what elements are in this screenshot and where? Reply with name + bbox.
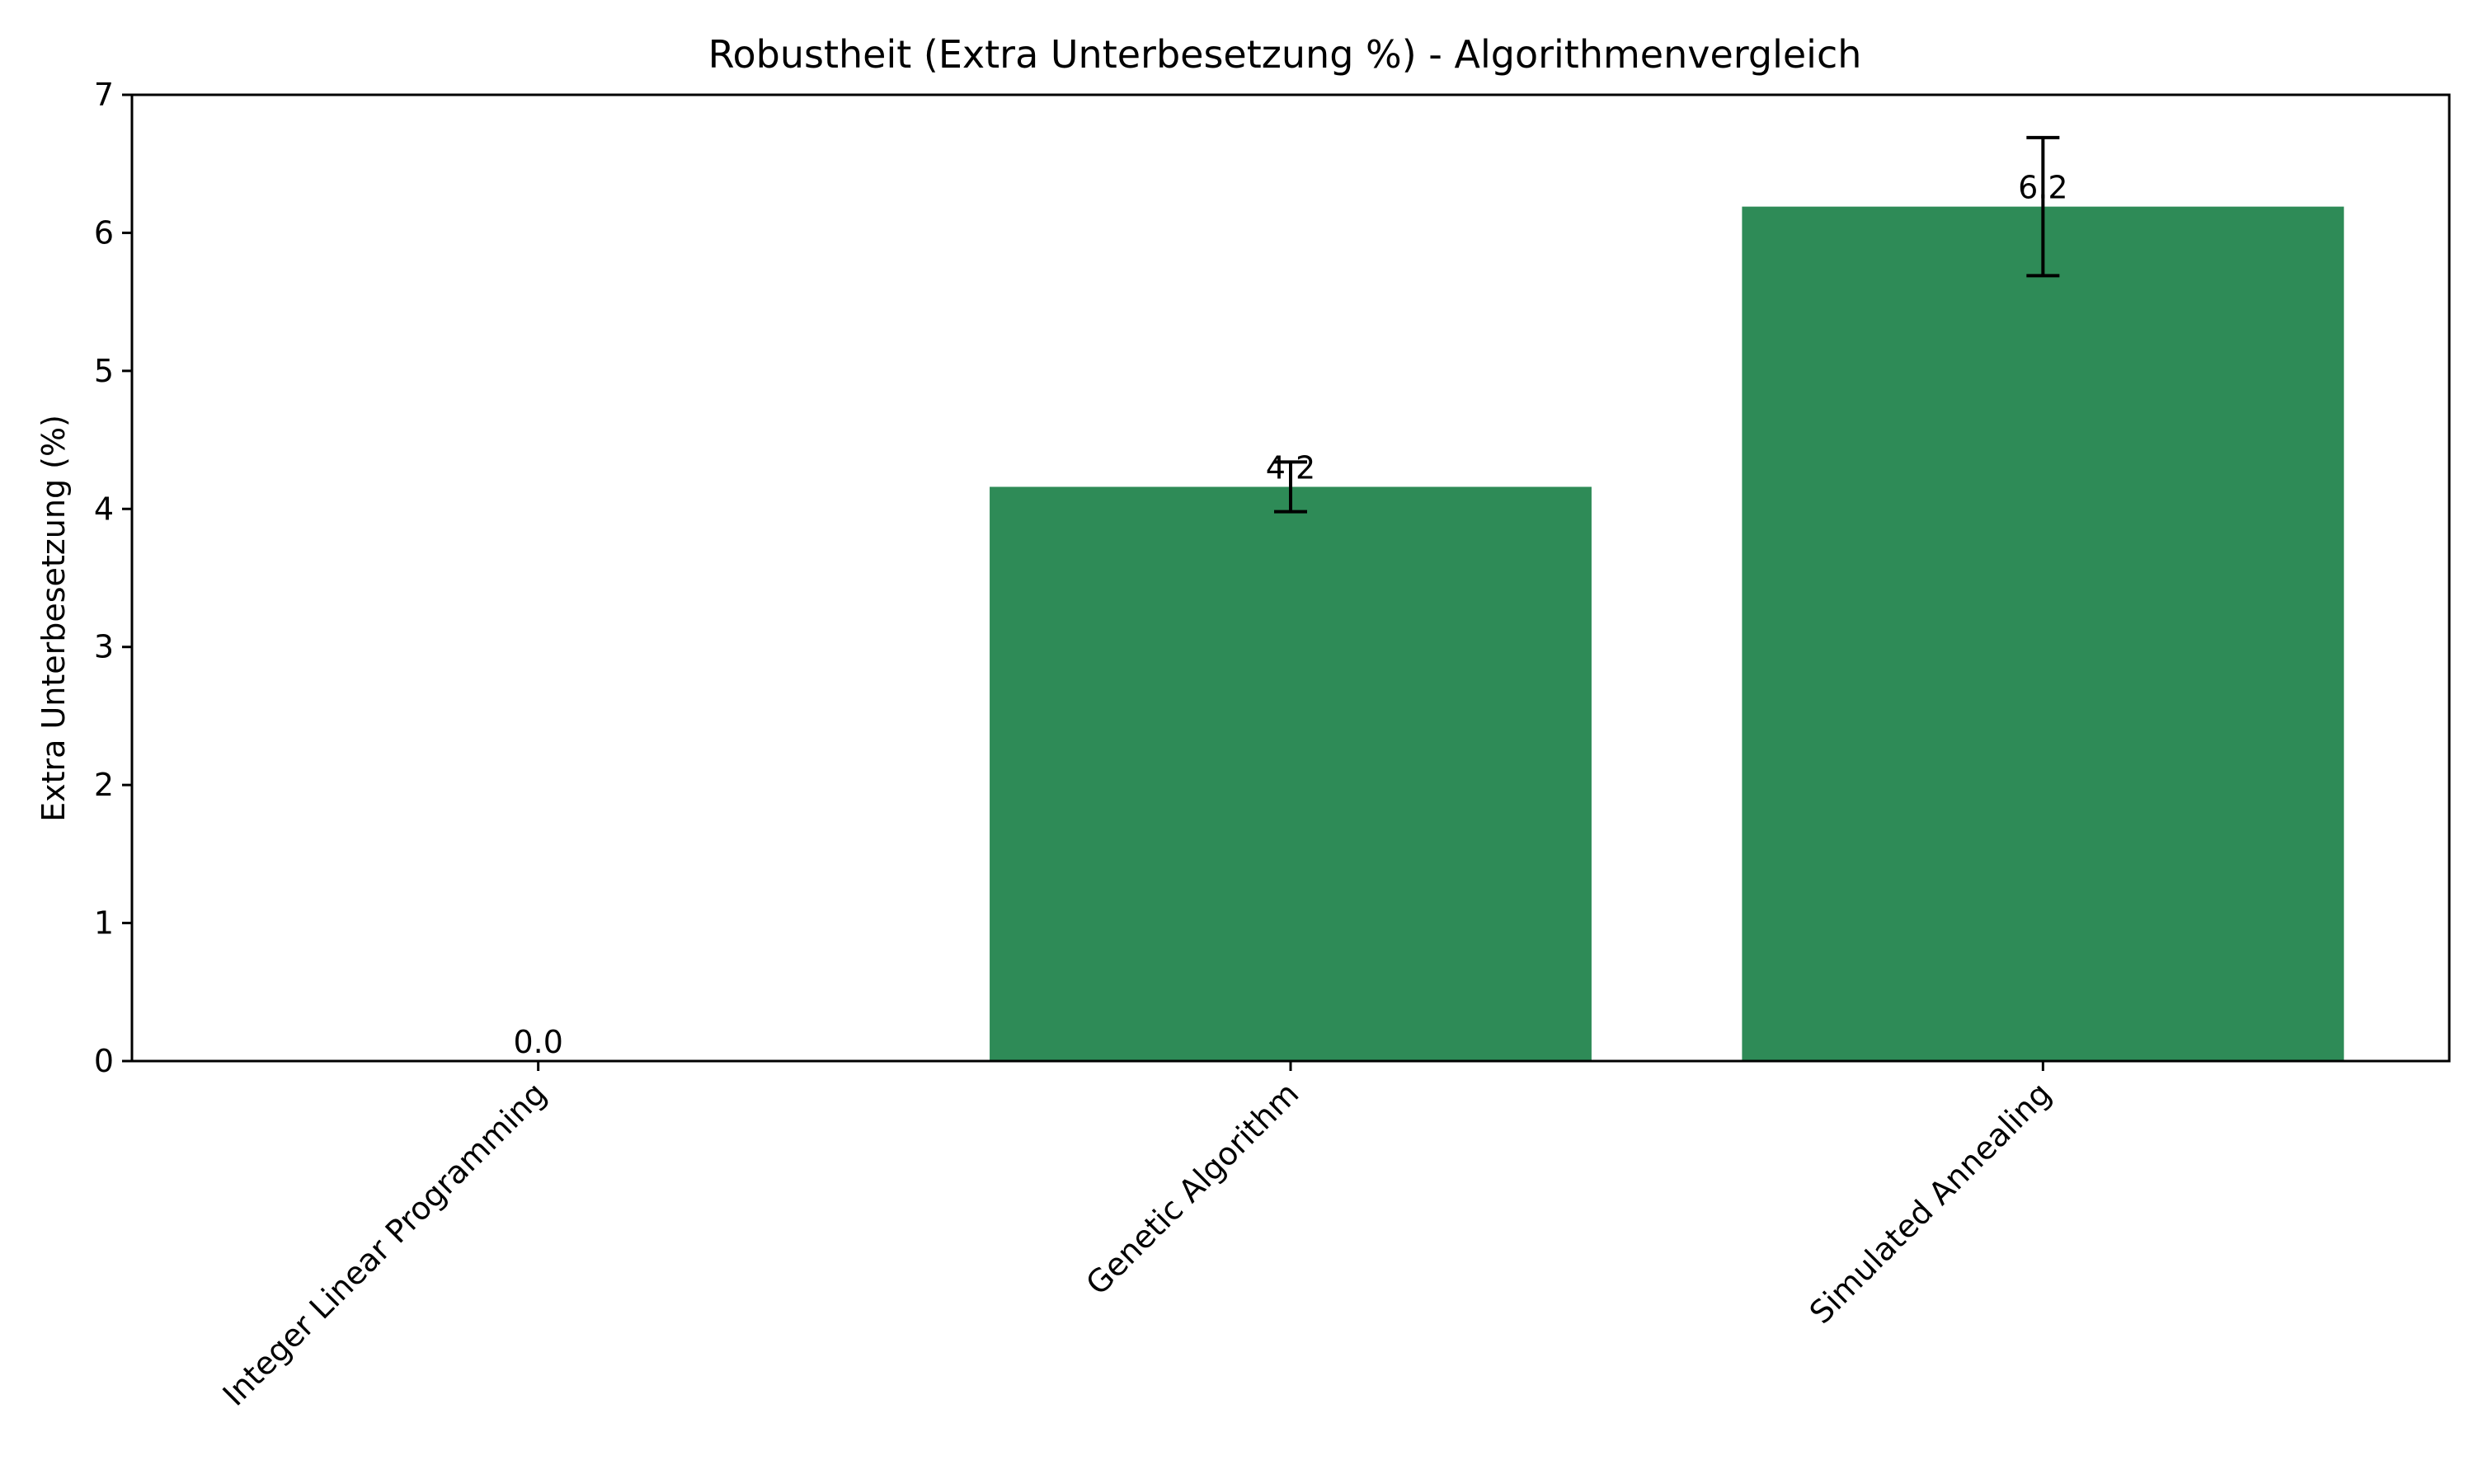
y-tick-label: 5 <box>94 353 114 389</box>
y-axis: 0 1 2 3 4 5 6 7 <box>94 77 132 1079</box>
error-bar <box>2026 135 2060 278</box>
error-bar <box>1274 460 1307 514</box>
error-bars-group <box>1274 135 2060 514</box>
y-tick-label: 6 <box>94 214 114 251</box>
chart-title: Robustheit (Extra Unterbesetzung %) - Al… <box>708 32 1862 77</box>
y-tick-label: 4 <box>94 491 114 527</box>
x-tick-label: Genetic Algorithm <box>1079 1075 1305 1302</box>
bar <box>1742 206 2345 1061</box>
bar <box>990 486 1592 1061</box>
y-tick-label: 1 <box>94 905 114 942</box>
value-label: 6.2 <box>2018 170 2067 206</box>
value-labels-group: 0.0 4.2 6.2 <box>513 170 2067 1060</box>
x-tick-label: Simulated Annealing <box>1803 1075 2058 1331</box>
plot-frame <box>130 93 2451 1063</box>
y-tick-label: 2 <box>94 767 114 803</box>
x-axis: Integer Linear Programming Genetic Algori… <box>216 1061 2058 1413</box>
bars-group <box>990 206 2345 1061</box>
value-label: 4.2 <box>1266 449 1315 486</box>
y-tick-label: 7 <box>94 77 114 113</box>
x-tick-label: Integer Linear Programming <box>216 1075 553 1412</box>
y-axis-label: Extra Unterbesetzung (%) <box>35 415 72 822</box>
y-tick-label: 0 <box>94 1043 114 1079</box>
value-label: 0.0 <box>513 1024 562 1060</box>
y-tick-label: 3 <box>94 629 114 665</box>
